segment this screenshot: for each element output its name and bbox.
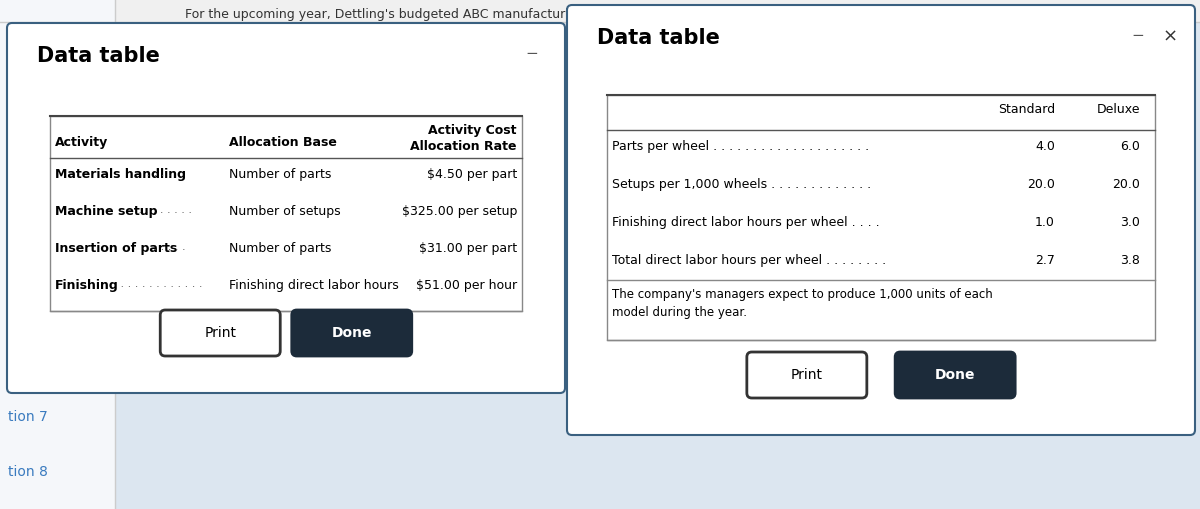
Bar	[0, 0, 1200, 22]
Text: The company's managers expect to produce 1,000 units of each
model during the ye: The company's managers expect to produce…	[612, 288, 992, 319]
FancyBboxPatch shape	[746, 352, 866, 398]
Text: 20.0: 20.0	[1112, 178, 1140, 191]
Text: Materials handling: Materials handling	[55, 168, 186, 181]
Text: −: −	[526, 46, 539, 61]
FancyBboxPatch shape	[895, 352, 1015, 398]
Text: Data table: Data table	[598, 28, 720, 48]
Text: Finishing direct labor hours: Finishing direct labor hours	[229, 279, 400, 292]
Text: Standard: Standard	[998, 103, 1055, 116]
Text: Finishing: Finishing	[55, 279, 119, 292]
Text: . . . .: . . . .	[143, 168, 175, 178]
Text: Data table: Data table	[37, 46, 160, 66]
Text: Activity Cost
Allocation Rate: Activity Cost Allocation Rate	[410, 124, 517, 153]
Text: Insertion of parts: Insertion of parts	[55, 242, 178, 255]
Text: 3.8: 3.8	[1120, 254, 1140, 267]
Text: Finishing direct labor hours per wheel . . . .: Finishing direct labor hours per wheel .…	[612, 216, 880, 229]
Text: $31.00 per part: $31.00 per part	[419, 242, 517, 255]
FancyBboxPatch shape	[292, 310, 412, 356]
Text: 2.7: 2.7	[1036, 254, 1055, 267]
Text: . . . . .: . . . . .	[150, 242, 190, 252]
Text: Done: Done	[331, 326, 372, 340]
Text: 1.0: 1.0	[1036, 216, 1055, 229]
Text: $4.50 per part: $4.50 per part	[427, 168, 517, 181]
Text: Number of parts: Number of parts	[229, 168, 331, 181]
Text: Parts per wheel . . . . . . . . . . . . . . . . . . . .: Parts per wheel . . . . . . . . . . . . …	[612, 140, 869, 153]
Text: Allocation Base: Allocation Base	[229, 136, 337, 149]
Text: Deluxe: Deluxe	[1097, 103, 1140, 116]
Bar	[50, 116, 522, 311]
Text: Number of parts: Number of parts	[229, 242, 331, 255]
Text: tion 1: tion 1	[8, 32, 48, 46]
Text: Number of setups: Number of setups	[229, 205, 341, 218]
Text: 20.0: 20.0	[1027, 178, 1055, 191]
Text: Setups per 1,000 wheels . . . . . . . . . . . . .: Setups per 1,000 wheels . . . . . . . . …	[612, 178, 871, 191]
Text: Activity: Activity	[55, 136, 108, 149]
Text: . . . . . . . .: . . . . . . . .	[134, 205, 196, 215]
Text: tion 7: tion 7	[8, 410, 48, 424]
Text: . . . . . . . . . . . .: . . . . . . . . . . . .	[118, 279, 203, 289]
Text: 3.0: 3.0	[1120, 216, 1140, 229]
Text: Done: Done	[935, 368, 976, 382]
Text: For the upcoming year, Dettling's budgeted ABC manufacturing overh: For the upcoming year, Dettling's budget…	[185, 8, 624, 21]
Text: 4.0: 4.0	[1036, 140, 1055, 153]
Bar	[0, 0, 115, 509]
Text: Total direct labor hours per wheel . . . . . . . .: Total direct labor hours per wheel . . .…	[612, 254, 886, 267]
FancyBboxPatch shape	[568, 5, 1195, 435]
Bar	[607, 95, 1154, 340]
FancyBboxPatch shape	[161, 310, 281, 356]
Text: tion 8: tion 8	[8, 465, 48, 479]
Text: 6.0: 6.0	[1120, 140, 1140, 153]
Text: $325.00 per setup: $325.00 per setup	[402, 205, 517, 218]
Text: Machine setup: Machine setup	[55, 205, 157, 218]
Text: Print: Print	[791, 368, 823, 382]
Text: Print: Print	[204, 326, 236, 340]
Text: ×: ×	[1163, 28, 1177, 46]
Text: $51.00 per hour: $51.00 per hour	[416, 279, 517, 292]
Text: −: −	[1132, 28, 1145, 43]
FancyBboxPatch shape	[7, 23, 565, 393]
